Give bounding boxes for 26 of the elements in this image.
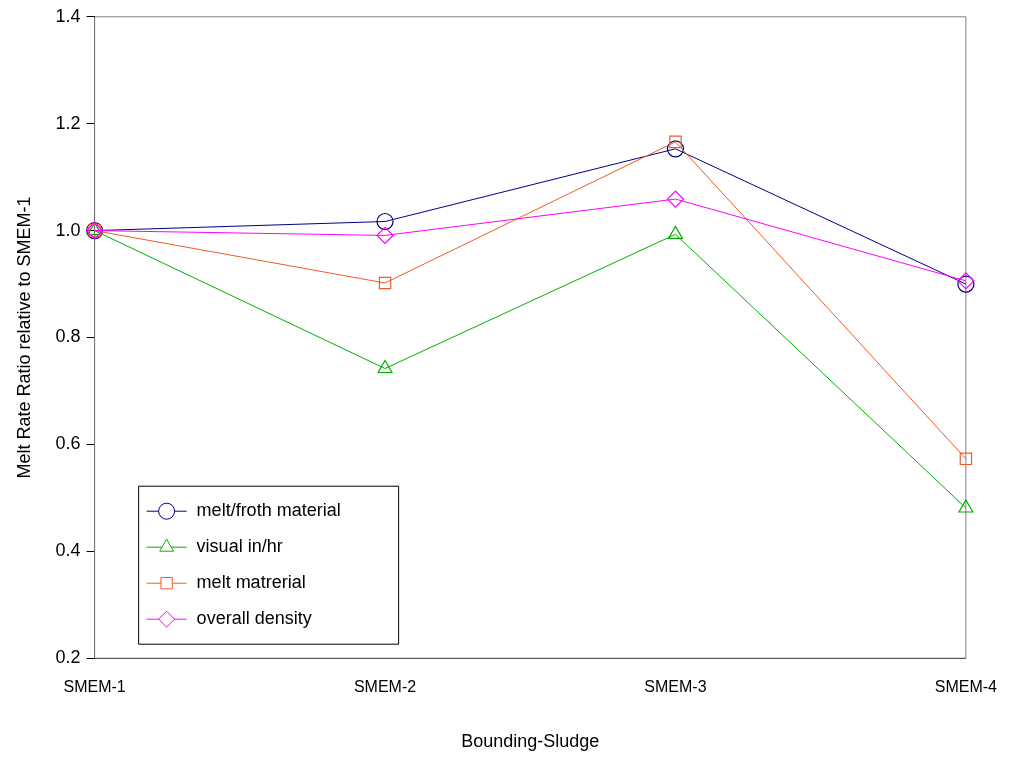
point	[666, 140, 685, 158]
point	[376, 212, 394, 231]
x-tick-label: SMEM-3	[644, 678, 707, 696]
y-tick-label: 1.2	[55, 112, 81, 133]
legend-label: overall density	[196, 608, 312, 629]
y-tick-label: 0.8	[55, 326, 81, 347]
y-tick-label: 0.2	[55, 647, 81, 668]
point	[378, 276, 392, 290]
point	[959, 452, 973, 466]
legend-label: visual in/hr	[196, 536, 283, 557]
point	[377, 359, 393, 374]
point	[376, 226, 394, 245]
point	[666, 190, 685, 208]
x-tick-label: SMEM-2	[353, 678, 417, 696]
x-tick-label: SMEM-4	[934, 678, 998, 696]
y-tick-label: 0.4	[55, 540, 81, 561]
y-tick-label: 1.4	[55, 5, 81, 26]
point	[958, 499, 974, 513]
x-axis-title: Bounding-Sludge	[461, 731, 600, 752]
y-tick-label: 1.0	[55, 219, 81, 240]
y-tick-label: 0.6	[55, 433, 81, 454]
x-tick-label: SMEM-1	[63, 678, 126, 696]
legend-label: melt matrerial	[196, 572, 306, 593]
point	[669, 135, 682, 149]
legend-label: melt/froth material	[196, 500, 341, 521]
y-axis-title: Melt Rate Ratio relative to SMEM-1	[13, 196, 34, 479]
